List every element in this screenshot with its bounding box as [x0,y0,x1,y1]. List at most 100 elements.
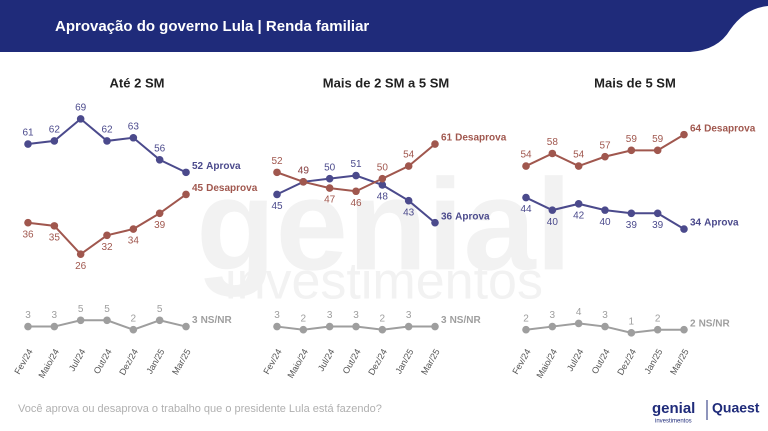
point-label: 56 [154,143,166,154]
x-tick-label: Fev/24 [12,347,34,376]
point [431,218,439,227]
point [431,322,439,331]
legend-label: Aprova [455,211,490,222]
legend-label: Desaprova [206,183,258,194]
point [548,149,557,158]
point [601,206,609,214]
x-tick-label: Dez/24 [615,347,638,377]
point [50,137,59,145]
x-tick-label: Fev/24 [510,347,532,376]
point [103,231,111,240]
panel-title: Mais de 5 SM [594,75,676,90]
point-label: 26 [75,261,87,272]
panel-title: Mais de 2 SM a 5 SM [323,75,449,90]
point-label: 50 [377,162,389,173]
point-label: 62 [101,125,113,136]
point [352,171,360,180]
logo-quaest: Quaest [712,400,760,416]
point-label: 39 [626,220,638,231]
point [601,152,609,161]
point-label: 45 [271,201,283,212]
point [601,322,609,331]
point-label: 63 [128,121,140,132]
point [50,322,59,331]
point-label: 34 [128,236,140,247]
watermark-sub: investimentos [225,253,543,311]
point [680,325,688,334]
point [548,322,557,331]
point-label: 40 [599,217,611,228]
x-tick-label: Mar/25 [170,347,193,376]
point [24,322,32,331]
end-value-label: 3 [192,315,198,326]
x-tick-label: Maio/24 [285,347,310,380]
header-band [0,0,768,52]
point-label: 59 [626,134,638,145]
point [653,146,662,155]
point [522,325,530,334]
point [627,146,636,155]
point [155,209,164,218]
point [325,184,334,192]
point [325,322,334,331]
point-label: 3 [52,310,58,321]
point-label: 58 [547,137,559,148]
point-label: 54 [573,150,585,161]
point-label: 49 [298,165,310,176]
point [404,322,413,331]
point-label: 47 [324,195,336,206]
point-label: 2 [380,313,386,324]
point-label: 5 [78,304,84,315]
point-label: 44 [520,204,532,215]
point-label: 3 [274,310,280,321]
point [574,162,583,170]
point [155,155,164,164]
point-label: 3 [327,310,333,321]
point-label: 3 [550,310,556,321]
point-label: 5 [104,304,110,315]
legend-label: NS/NR [699,318,731,329]
x-tick-label: Fev/24 [261,347,283,376]
point [378,325,387,334]
end-value-label: 64 [690,123,702,134]
point [522,162,530,170]
page-title: Aprovação do governo Lula | Renda famili… [55,18,369,35]
point-label: 3 [25,310,31,321]
point-label: 50 [324,162,336,173]
x-tick-label: Jul/24 [316,347,337,373]
end-value-label: 45 [192,183,204,194]
point-label: 46 [350,198,362,209]
point [182,168,190,177]
legend-label: Aprova [206,161,241,172]
point [352,322,360,331]
x-tick-label: Jul/24 [67,347,88,373]
point-label: 39 [652,220,664,231]
point [129,225,138,233]
point-label: 3 [602,310,608,321]
x-tick-label: Jan/25 [393,347,415,375]
point [155,316,164,325]
point [574,319,583,328]
point [627,209,636,218]
point [680,130,688,139]
x-tick-label: Out/24 [92,347,114,375]
point [50,222,59,230]
point-label: 48 [377,192,389,203]
point [653,325,662,334]
point [299,178,308,186]
x-tick-label: Maio/24 [534,347,559,380]
logo-genial: genial [652,400,695,417]
x-tick-label: Out/24 [590,347,612,375]
point [129,325,138,334]
point-label: 2 [301,313,307,324]
point [352,187,360,196]
x-tick-label: Mar/25 [668,347,691,376]
point [103,137,111,145]
point-label: 52 [271,156,283,167]
legend-label: Desaprova [455,133,507,144]
legend-label: Desaprova [704,123,756,134]
legend-label: NS/NR [450,315,482,326]
footer-question: Você aprova ou desaprova o trabalho que … [18,403,382,415]
point-label: 57 [599,140,611,151]
